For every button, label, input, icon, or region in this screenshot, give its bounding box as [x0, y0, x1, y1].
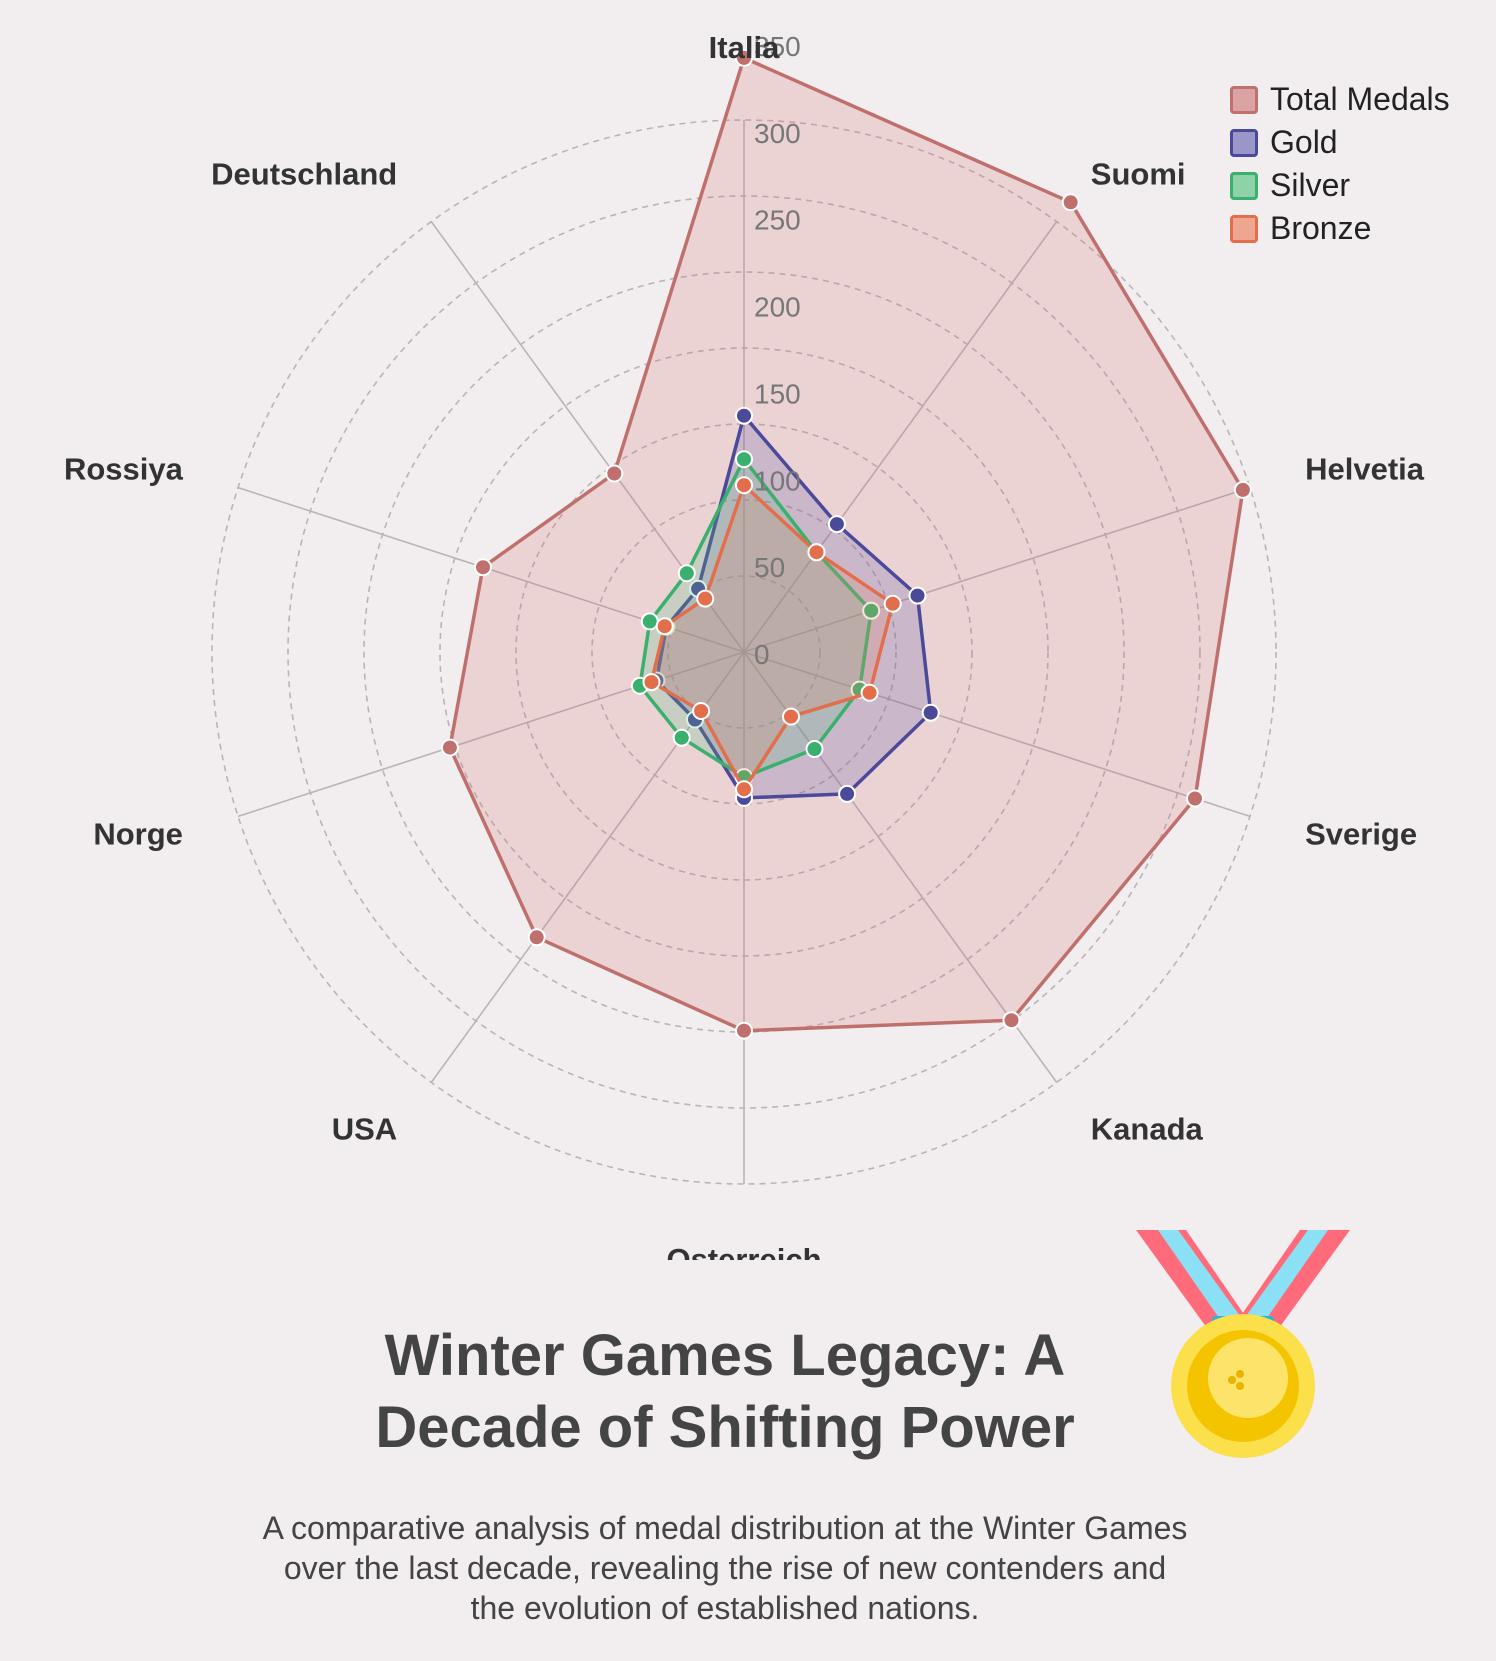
- radial-tick-200: 200: [754, 292, 801, 323]
- legend-item-silver[interactable]: Silver: [1230, 164, 1450, 207]
- chart-subtitle: A comparative analysis of medal distribu…: [262, 1510, 1188, 1626]
- legend-label-silver: Silver: [1270, 167, 1351, 203]
- data-point-total-medals-2: [1233, 480, 1252, 499]
- data-point-bronze-3: [860, 683, 879, 702]
- data-point-bronze-8: [655, 617, 674, 636]
- data-point-bronze-9: [696, 589, 715, 608]
- axis-label-kanada: Kanada: [1091, 1111, 1204, 1146]
- radial-tick-350: 350: [754, 31, 801, 62]
- data-point-gold-2: [908, 586, 927, 605]
- data-point-bronze-4: [782, 707, 800, 726]
- data-point-gold-3: [921, 703, 940, 722]
- grid-ring-6: [211, 119, 1277, 1185]
- radial-tick-150: 150: [754, 378, 801, 409]
- axis-label-rossiya: Rossiya: [64, 452, 184, 487]
- data-point-bronze-2: [883, 594, 902, 613]
- data-point-total-medals-6: [527, 928, 546, 947]
- axis-label-usa: USA: [332, 1111, 397, 1146]
- legend: Total Medals Gold Silver Bronze: [1230, 78, 1450, 250]
- data-point-total-medals-0: [735, 48, 753, 67]
- data-point-gold-4: [838, 784, 857, 803]
- axis-label-italia: Italia: [709, 30, 780, 65]
- medal-icon: [1136, 1230, 1350, 1458]
- chart-title: Winter Games Legacy: A Decade of Shiftin…: [375, 1323, 1075, 1460]
- axis-label-helvetia: Helvetia: [1305, 452, 1425, 487]
- legend-item-gold[interactable]: Gold: [1230, 121, 1450, 164]
- data-point-gold-0: [735, 406, 753, 425]
- data-point-silver-9: [677, 564, 696, 583]
- legend-swatch-silver: [1230, 171, 1258, 200]
- axis-spoke-1: [743, 221, 1058, 653]
- radial-tick-0: 0: [754, 639, 770, 670]
- data-point-bronze-0: [735, 476, 753, 495]
- data-point-silver-6: [672, 728, 691, 747]
- legend-swatch-total: [1230, 85, 1258, 114]
- axis-spoke-2: [743, 486, 1251, 653]
- data-point-bronze-6: [692, 702, 711, 720]
- axis-label-sverige: Sverige: [1305, 816, 1417, 851]
- data-point-silver-4: [805, 740, 824, 758]
- radar-svg: 0 50 100 150 200 250 300 350 Italia Suomi Helveti…: [64, 30, 1425, 1260]
- radial-tick-300: 300: [754, 118, 801, 149]
- axis-label-suomi: Suomi: [1091, 157, 1186, 192]
- legend-label-total: Total Medals: [1270, 81, 1450, 117]
- data-point-gold-1: [827, 515, 846, 534]
- radar-chart: 0 50 100 150 200 250 300 350 Italia Suomi Helveti…: [64, 30, 1450, 1260]
- radial-tick-labels: 0 50 100 150 200 250 300 350: [754, 31, 801, 670]
- data-point-total-medals-9: [605, 464, 624, 483]
- legend-label-bronze: Bronze: [1270, 210, 1372, 246]
- radial-tick-250: 250: [754, 205, 801, 236]
- data-point-bronze-7: [642, 673, 661, 692]
- data-point-total-medals-1: [1061, 193, 1080, 212]
- data-point-total-medals-8: [474, 558, 492, 577]
- data-point-total-medals-5: [735, 1021, 753, 1040]
- radar-series: [440, 48, 1252, 1040]
- radial-tick-100: 100: [754, 465, 801, 496]
- axis-label-norge: Norge: [93, 816, 183, 851]
- axis-labels: Italia Suomi Helvetia Sverige Kanada Osterrei…: [64, 30, 1425, 1260]
- legend-item-bronze[interactable]: Bronze: [1230, 207, 1450, 250]
- axis-spoke-3: [743, 651, 1251, 818]
- legend-label-gold: Gold: [1270, 124, 1338, 160]
- data-point-total-medals-7: [440, 738, 459, 757]
- data-point-silver-8: [640, 612, 659, 631]
- legend-swatch-gold: [1230, 128, 1258, 157]
- data-point-silver-0: [735, 450, 753, 469]
- data-point-silver-2: [862, 601, 881, 620]
- data-point-bronze-1: [807, 543, 826, 562]
- data-point-total-medals-4: [1002, 1011, 1021, 1030]
- legend-item-total[interactable]: Total Medals: [1230, 78, 1450, 121]
- radial-tick-50: 50: [754, 552, 785, 583]
- data-point-total-medals-3: [1186, 789, 1204, 808]
- data-point-bronze-5: [735, 780, 753, 799]
- axis-label-osterreich: Osterreich: [666, 1242, 821, 1260]
- legend-swatch-bronze: [1230, 214, 1258, 243]
- axis-label-deutschland: Deutschland: [211, 157, 397, 192]
